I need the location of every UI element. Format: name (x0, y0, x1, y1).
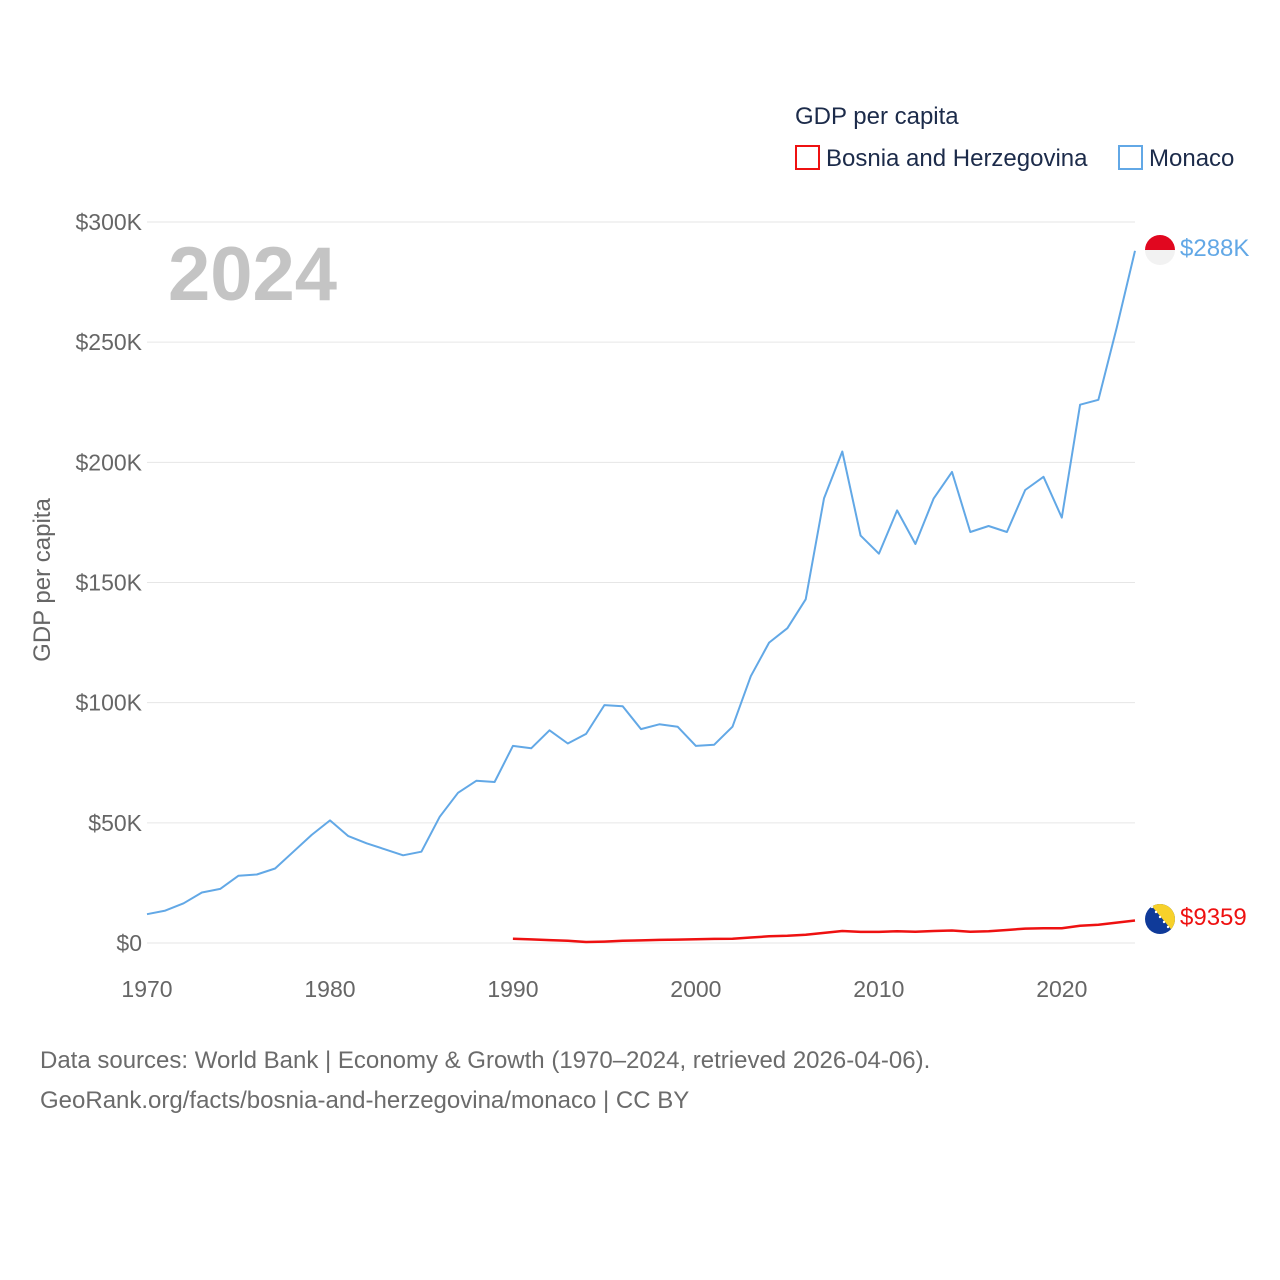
y-tick-label: $250K (75, 329, 142, 355)
y-axis: $0 $50K $100K $150K $200K $250K $300K (75, 209, 142, 956)
bosnia-flag-icon (1145, 904, 1175, 934)
grid (147, 221, 1135, 944)
y-axis-label: GDP per capita (29, 498, 56, 662)
x-tick-label: 2020 (1036, 976, 1087, 1002)
y-tick-label: $150K (75, 570, 142, 596)
end-label-bosnia: $9359 (1180, 904, 1247, 931)
x-tick-label: 1970 (121, 976, 172, 1002)
x-tick-label: 1990 (487, 976, 538, 1002)
y-tick-label: $100K (75, 690, 142, 716)
year-label: 2024 (168, 232, 337, 317)
x-tick-label: 2000 (670, 976, 721, 1002)
end-label-monaco: $288K (1180, 235, 1249, 262)
series-group (146, 250, 1136, 944)
y-tick-label: $200K (75, 449, 142, 475)
y-tick-label: $0 (116, 930, 142, 956)
legend-item-monaco[interactable]: Monaco (1118, 145, 1234, 172)
legend-item-bosnia[interactable]: Bosnia and Herzegovina (795, 145, 1088, 172)
x-axis: 1970 1980 1990 2000 2010 2020 (121, 976, 1087, 1002)
legend-swatch-monaco (1118, 145, 1143, 170)
legend-label-monaco: Monaco (1149, 145, 1234, 172)
x-tick-label: 2010 (853, 976, 904, 1002)
legend: Bosnia and Herzegovina Monaco (795, 145, 1234, 172)
monaco-flag-icon (1145, 235, 1175, 265)
footer-sources: Data sources: World Bank | Economy & Gro… (40, 1047, 930, 1074)
footer-attribution[interactable]: GeoRank.org/facts/bosnia-and-herzegovina… (40, 1087, 689, 1114)
legend-label-bosnia: Bosnia and Herzegovina (826, 145, 1088, 172)
legend-swatch-bosnia (795, 145, 820, 170)
x-tick-label: 1980 (304, 976, 355, 1002)
series-line-bosnia (512, 919, 1136, 944)
y-tick-label: $300K (75, 209, 142, 235)
series-line-monaco (146, 250, 1136, 916)
legend-title: GDP per capita (795, 103, 959, 130)
y-tick-label: $50K (88, 810, 142, 836)
